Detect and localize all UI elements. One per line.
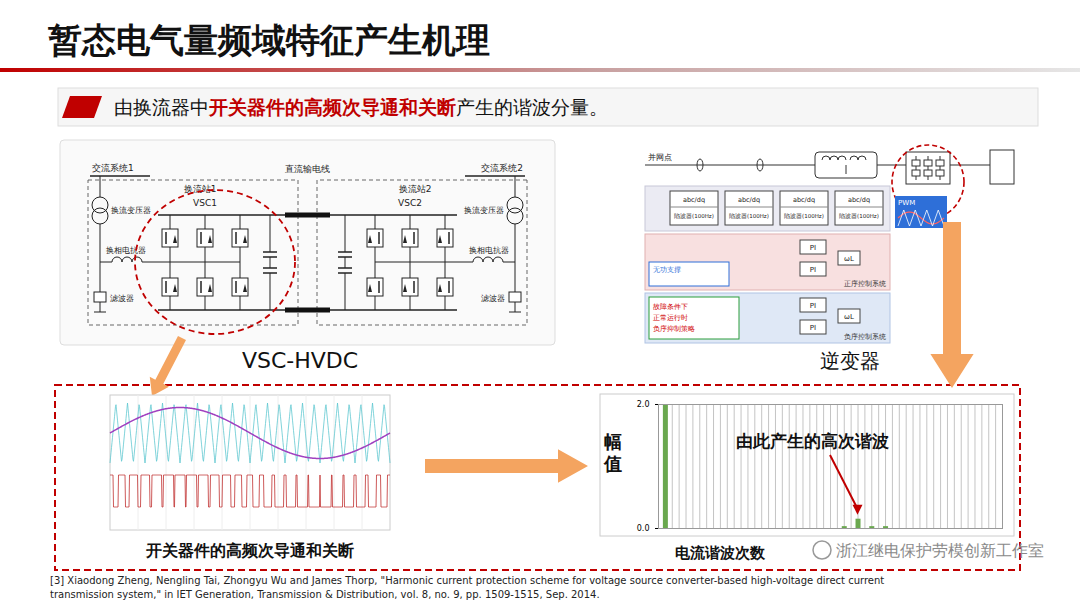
svg-text:幅值: 幅值 <box>603 431 622 474</box>
svg-text:PI: PI <box>810 244 816 252</box>
svg-text:abc/dq: abc/dq <box>848 196 870 204</box>
svg-text:PI: PI <box>810 324 816 332</box>
svg-text:逆变器: 逆变器 <box>820 349 880 373</box>
svg-text:陷波器(100Hz): 陷波器(100Hz) <box>839 213 879 219</box>
svg-text:PI: PI <box>810 302 816 310</box>
svg-text:陷波器(100Hz): 陷波器(100Hz) <box>729 213 769 219</box>
svg-text:陷波器(100Hz): 陷波器(100Hz) <box>674 213 714 219</box>
svg-text:浙江继电保护劳模创新工作室: 浙江继电保护劳模创新工作室 <box>836 541 1044 560</box>
svg-text:陷波器(100Hz): 陷波器(100Hz) <box>784 213 824 219</box>
svg-text:暂态电气量频域特征产生机理: 暂态电气量频域特征产生机理 <box>48 20 490 60</box>
svg-text:交流系统2: 交流系统2 <box>481 163 523 173</box>
svg-text:0.0: 0.0 <box>637 524 650 533</box>
svg-text:换流变压器: 换流变压器 <box>111 206 151 215</box>
svg-text:开关器件的高频次导通和关断: 开关器件的高频次导通和关断 <box>145 541 354 560</box>
svg-text:PWM: PWM <box>898 199 915 207</box>
svg-text:ωL: ωL <box>844 255 854 263</box>
svg-text:2.0: 2.0 <box>637 400 650 409</box>
svg-text:VSC1: VSC1 <box>193 198 217 208</box>
svg-text:无功支撑: 无功支撑 <box>653 266 681 274</box>
svg-text:正常运行时: 正常运行时 <box>653 314 688 322</box>
svg-text:abc/dq: abc/dq <box>683 196 705 204</box>
svg-text:电流谐波次数: 电流谐波次数 <box>675 544 766 562</box>
svg-text:换相电抗器: 换相电抗器 <box>469 246 509 255</box>
svg-text:由换流器中开关器件的高频次导通和关断产生的谐波分量。: 由换流器中开关器件的高频次导通和关断产生的谐波分量。 <box>114 96 608 118</box>
svg-text:VSC-HVDC: VSC-HVDC <box>242 348 358 373</box>
svg-text:换流站2: 换流站2 <box>399 184 432 194</box>
svg-text:ωL: ωL <box>844 313 854 321</box>
svg-text:滤波器: 滤波器 <box>110 294 134 303</box>
svg-text:正序控制系统: 正序控制系统 <box>844 280 886 288</box>
svg-text:由此产生的高次谐波: 由此产生的高次谐波 <box>736 431 889 451</box>
svg-text:直流输电线: 直流输电线 <box>285 164 330 174</box>
svg-text:换相电抗器: 换相电抗器 <box>106 246 146 255</box>
svg-text:transmission system," in IET G: transmission system," in IET Generation,… <box>50 589 600 600</box>
svg-text:滤波器: 滤波器 <box>481 294 505 303</box>
svg-text:交流系统1: 交流系统1 <box>92 163 134 173</box>
svg-text:abc/dq: abc/dq <box>793 196 815 204</box>
svg-text:abc/dq: abc/dq <box>738 196 760 204</box>
svg-text:PI: PI <box>810 266 816 274</box>
svg-text:[3] Xiaodong Zheng, Nengling T: [3] Xiaodong Zheng, Nengling Tai, Zhongy… <box>50 575 884 586</box>
svg-text:故障条件下: 故障条件下 <box>653 303 688 311</box>
svg-text:换流变压器: 换流变压器 <box>464 206 504 215</box>
svg-text:换流站1: 换流站1 <box>184 184 217 194</box>
svg-text:负序控制系统: 负序控制系统 <box>844 333 886 341</box>
svg-text:VSC2: VSC2 <box>398 198 422 208</box>
svg-text:并网点: 并网点 <box>648 153 672 162</box>
svg-text:负序抑制策略: 负序抑制策略 <box>653 325 695 333</box>
